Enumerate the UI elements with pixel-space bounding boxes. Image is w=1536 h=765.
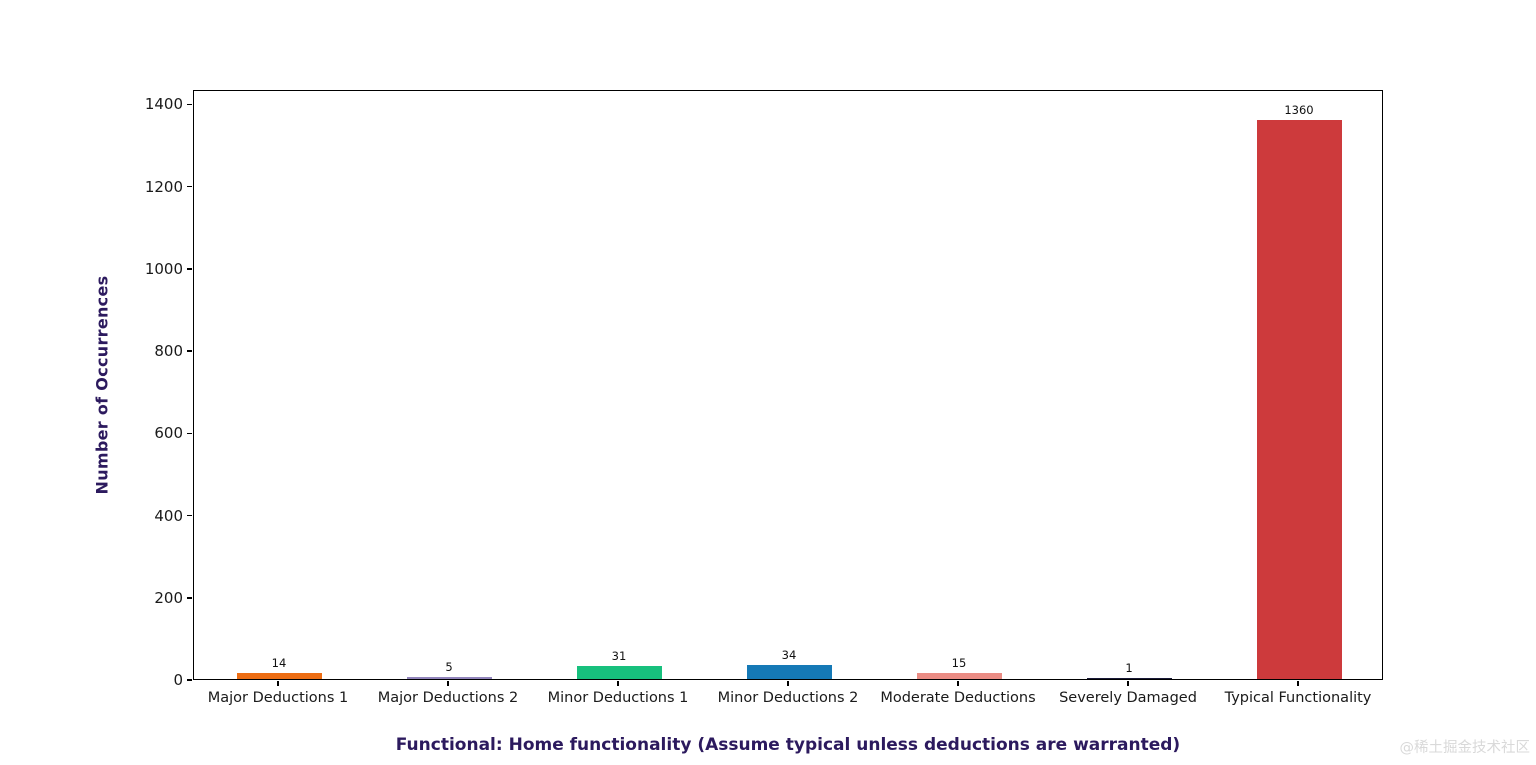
x-tick-label: Major Deductions 1	[207, 690, 349, 706]
bar-6	[1086, 678, 1172, 679]
bar-2	[406, 676, 492, 679]
bar-value-label: 1	[1125, 661, 1133, 675]
y-tick-label: 400	[154, 506, 183, 525]
y-tick-mark	[187, 514, 192, 517]
watermark: @稀土掘金技术社区	[1399, 740, 1531, 756]
x-tick-label: Minor Deductions 2	[717, 690, 859, 706]
x-tick-label: Typical Functionality	[1224, 690, 1372, 706]
x-tick-label: Moderate Deductions	[880, 690, 1036, 706]
y-tick-mark	[187, 597, 192, 599]
x-tick-label: Major Deductions 2	[377, 690, 519, 706]
plot-area: 14 5 31 34 15 1 1360	[193, 90, 1383, 680]
x-tick-mark	[957, 681, 959, 686]
y-tick-mark	[187, 432, 192, 435]
bar-4	[746, 665, 832, 679]
y-axis-label: Number of Occurrences	[92, 275, 112, 495]
y-tick-label: 600	[154, 424, 183, 443]
x-tick-label: Minor Deductions 1	[547, 690, 689, 706]
y-tick-label: 1000	[144, 259, 183, 278]
bar-value-label: 15	[951, 655, 967, 670]
x-tick-mark	[787, 681, 789, 686]
bar-value-label: 14	[271, 656, 287, 671]
x-tick-mark	[277, 681, 279, 686]
y-tick-mark	[187, 679, 192, 681]
y-tick-mark	[187, 268, 192, 270]
y-tick-label: 1400	[144, 95, 183, 114]
bar-value-label: 34	[781, 648, 797, 663]
y-tick-mark	[187, 350, 192, 352]
y-tick-label: 0	[173, 671, 183, 689]
bar-value-label: 5	[445, 659, 453, 674]
x-tick-mark	[1297, 681, 1299, 686]
bar-value-label: 1360	[1284, 102, 1314, 117]
x-tick-mark	[617, 681, 619, 686]
bar-3	[576, 666, 662, 679]
y-tick-label: 800	[154, 342, 183, 361]
bar-1	[236, 673, 322, 679]
y-tick-mark	[187, 103, 192, 106]
y-tick-label: 200	[154, 588, 183, 607]
y-tick-label: 1200	[144, 177, 183, 196]
y-tick-mark	[187, 185, 192, 188]
x-tick-mark	[1127, 681, 1129, 686]
chart-title: Functional: Home functionality (Assume t…	[395, 735, 1181, 755]
x-tick-label: Severely Damaged	[1059, 690, 1197, 706]
bar-5	[916, 672, 1002, 679]
x-tick-mark	[447, 681, 449, 686]
bar-7	[1256, 119, 1342, 679]
bar-value-label: 31	[611, 649, 627, 664]
